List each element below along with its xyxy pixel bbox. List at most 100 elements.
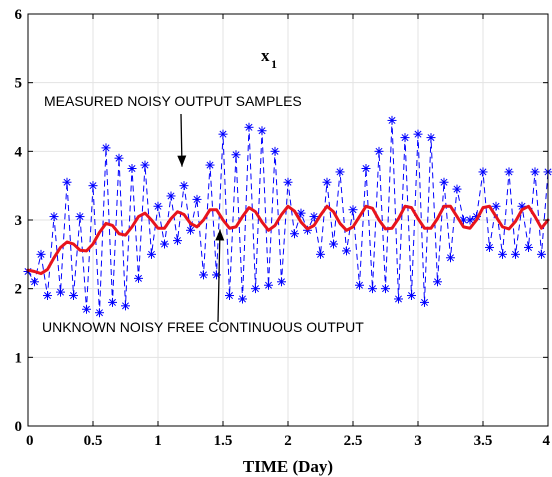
series-0-marker: [316, 249, 325, 259]
y-tick-label: 0: [15, 419, 23, 435]
series-0-marker: [348, 205, 358, 215]
series-0-marker: [153, 201, 163, 211]
series-0-marker: [231, 150, 241, 160]
x-tick-label: 1: [154, 433, 162, 449]
series-0-marker: [264, 280, 273, 290]
marker-stroke: [154, 202, 162, 210]
series-0-marker: [82, 304, 91, 314]
series-0-marker: [49, 212, 59, 222]
marker-stroke: [102, 144, 110, 152]
marker-stroke: [206, 161, 214, 169]
series-0-marker: [504, 167, 514, 177]
annotations: MEASURED NOISY OUTPUT SAMPLES UNKNOWN NOI…: [42, 93, 364, 335]
marker-stroke: [453, 185, 461, 193]
marker-stroke: [219, 130, 227, 138]
marker-stroke: [329, 240, 338, 248]
series-0-marker: [394, 294, 403, 304]
series-0-marker: [335, 167, 345, 177]
series-0-marker: [186, 225, 195, 235]
marker-stroke: [414, 130, 422, 138]
series-0-marker: [426, 133, 436, 143]
axis-ticks: 0 0.5 1 1.5 2 2.5 3 3.5 4 0 1 2 3 4 5 6: [15, 7, 551, 449]
annotation-unknown-label: UNKNOWN NOISY FREE CONTINUOUS OUTPUT: [42, 319, 364, 335]
series-0-marker: [199, 270, 208, 280]
x-tick-label: 4: [543, 433, 551, 449]
series-0-marker: [134, 273, 143, 283]
marker-stroke: [349, 206, 357, 214]
series-0-marker: [452, 184, 462, 194]
marker-stroke: [388, 116, 396, 124]
marker-stroke: [225, 292, 234, 300]
series-0-marker: [433, 277, 442, 287]
series-0-marker: [277, 277, 286, 287]
series-0-marker: [537, 249, 546, 259]
series-0-marker: [309, 212, 319, 222]
marker-stroke: [420, 298, 429, 306]
series-0-marker: [121, 301, 130, 311]
marker-stroke: [186, 226, 195, 234]
series-0-marker: [69, 291, 78, 301]
series-0-marker: [62, 177, 72, 187]
marker-stroke: [199, 271, 208, 279]
marker-stroke: [89, 182, 97, 190]
series-0-marker: [270, 146, 280, 156]
marker-stroke: [316, 250, 325, 258]
marker-stroke: [232, 151, 240, 159]
series-0-marker: [400, 133, 410, 143]
marker-stroke: [518, 202, 526, 210]
series-0-marker: [251, 284, 260, 294]
y-tick-label: 5: [15, 76, 23, 92]
marker-stroke: [43, 292, 52, 300]
series-1-line: [26, 204, 550, 276]
marker-stroke: [147, 250, 156, 258]
series-0-marker: [491, 201, 501, 211]
series-0-marker: [140, 160, 150, 170]
series-0-marker: [225, 291, 234, 301]
series-0-marker: [283, 177, 293, 187]
series-0-marker: [205, 160, 215, 170]
x-tick-label: 1.5: [214, 433, 233, 449]
y-tick-label: 4: [15, 144, 23, 160]
arrow-measured-head: [177, 155, 187, 167]
series-0-marker: [524, 242, 533, 252]
marker-stroke: [368, 285, 377, 293]
series-0-marker: [88, 181, 98, 191]
series-0-marker: [36, 249, 46, 259]
marker-stroke: [498, 250, 507, 258]
y-tick-label: 2: [15, 282, 23, 298]
series-0-marker: [407, 291, 416, 301]
marker-stroke: [37, 250, 45, 258]
series-0-marker: [179, 181, 189, 191]
marker-stroke: [440, 178, 448, 186]
marker-stroke: [342, 247, 351, 255]
series-0-marker: [290, 229, 299, 239]
marker-stroke: [427, 134, 435, 142]
chart-title-text: x: [261, 46, 270, 65]
marker-stroke: [245, 123, 253, 131]
marker-stroke: [290, 230, 299, 238]
series-0-marker: [30, 277, 39, 287]
series-0-marker: [101, 143, 111, 153]
y-tick-label: 3: [15, 213, 23, 229]
marker-stroke: [381, 285, 390, 293]
marker-stroke: [375, 147, 383, 155]
marker-stroke: [160, 240, 169, 248]
marker-stroke: [401, 134, 409, 142]
series-0-marker: [95, 308, 104, 318]
x-tick-label: 0.5: [84, 433, 103, 449]
series-0-marker: [387, 115, 397, 125]
marker-stroke: [264, 281, 273, 289]
series-0-marker: [238, 294, 247, 304]
series-0-marker: [218, 129, 228, 139]
marker-stroke: [505, 168, 513, 176]
marker-stroke: [69, 292, 78, 300]
series-0-marker: [498, 249, 507, 259]
marker-stroke: [108, 298, 117, 306]
marker-stroke: [485, 243, 494, 251]
marker-stroke: [167, 192, 175, 200]
series-0-marker: [296, 208, 306, 218]
marker-stroke: [82, 305, 91, 313]
chart-title-subscript: 1: [271, 57, 277, 71]
series-0-marker: [446, 253, 455, 263]
